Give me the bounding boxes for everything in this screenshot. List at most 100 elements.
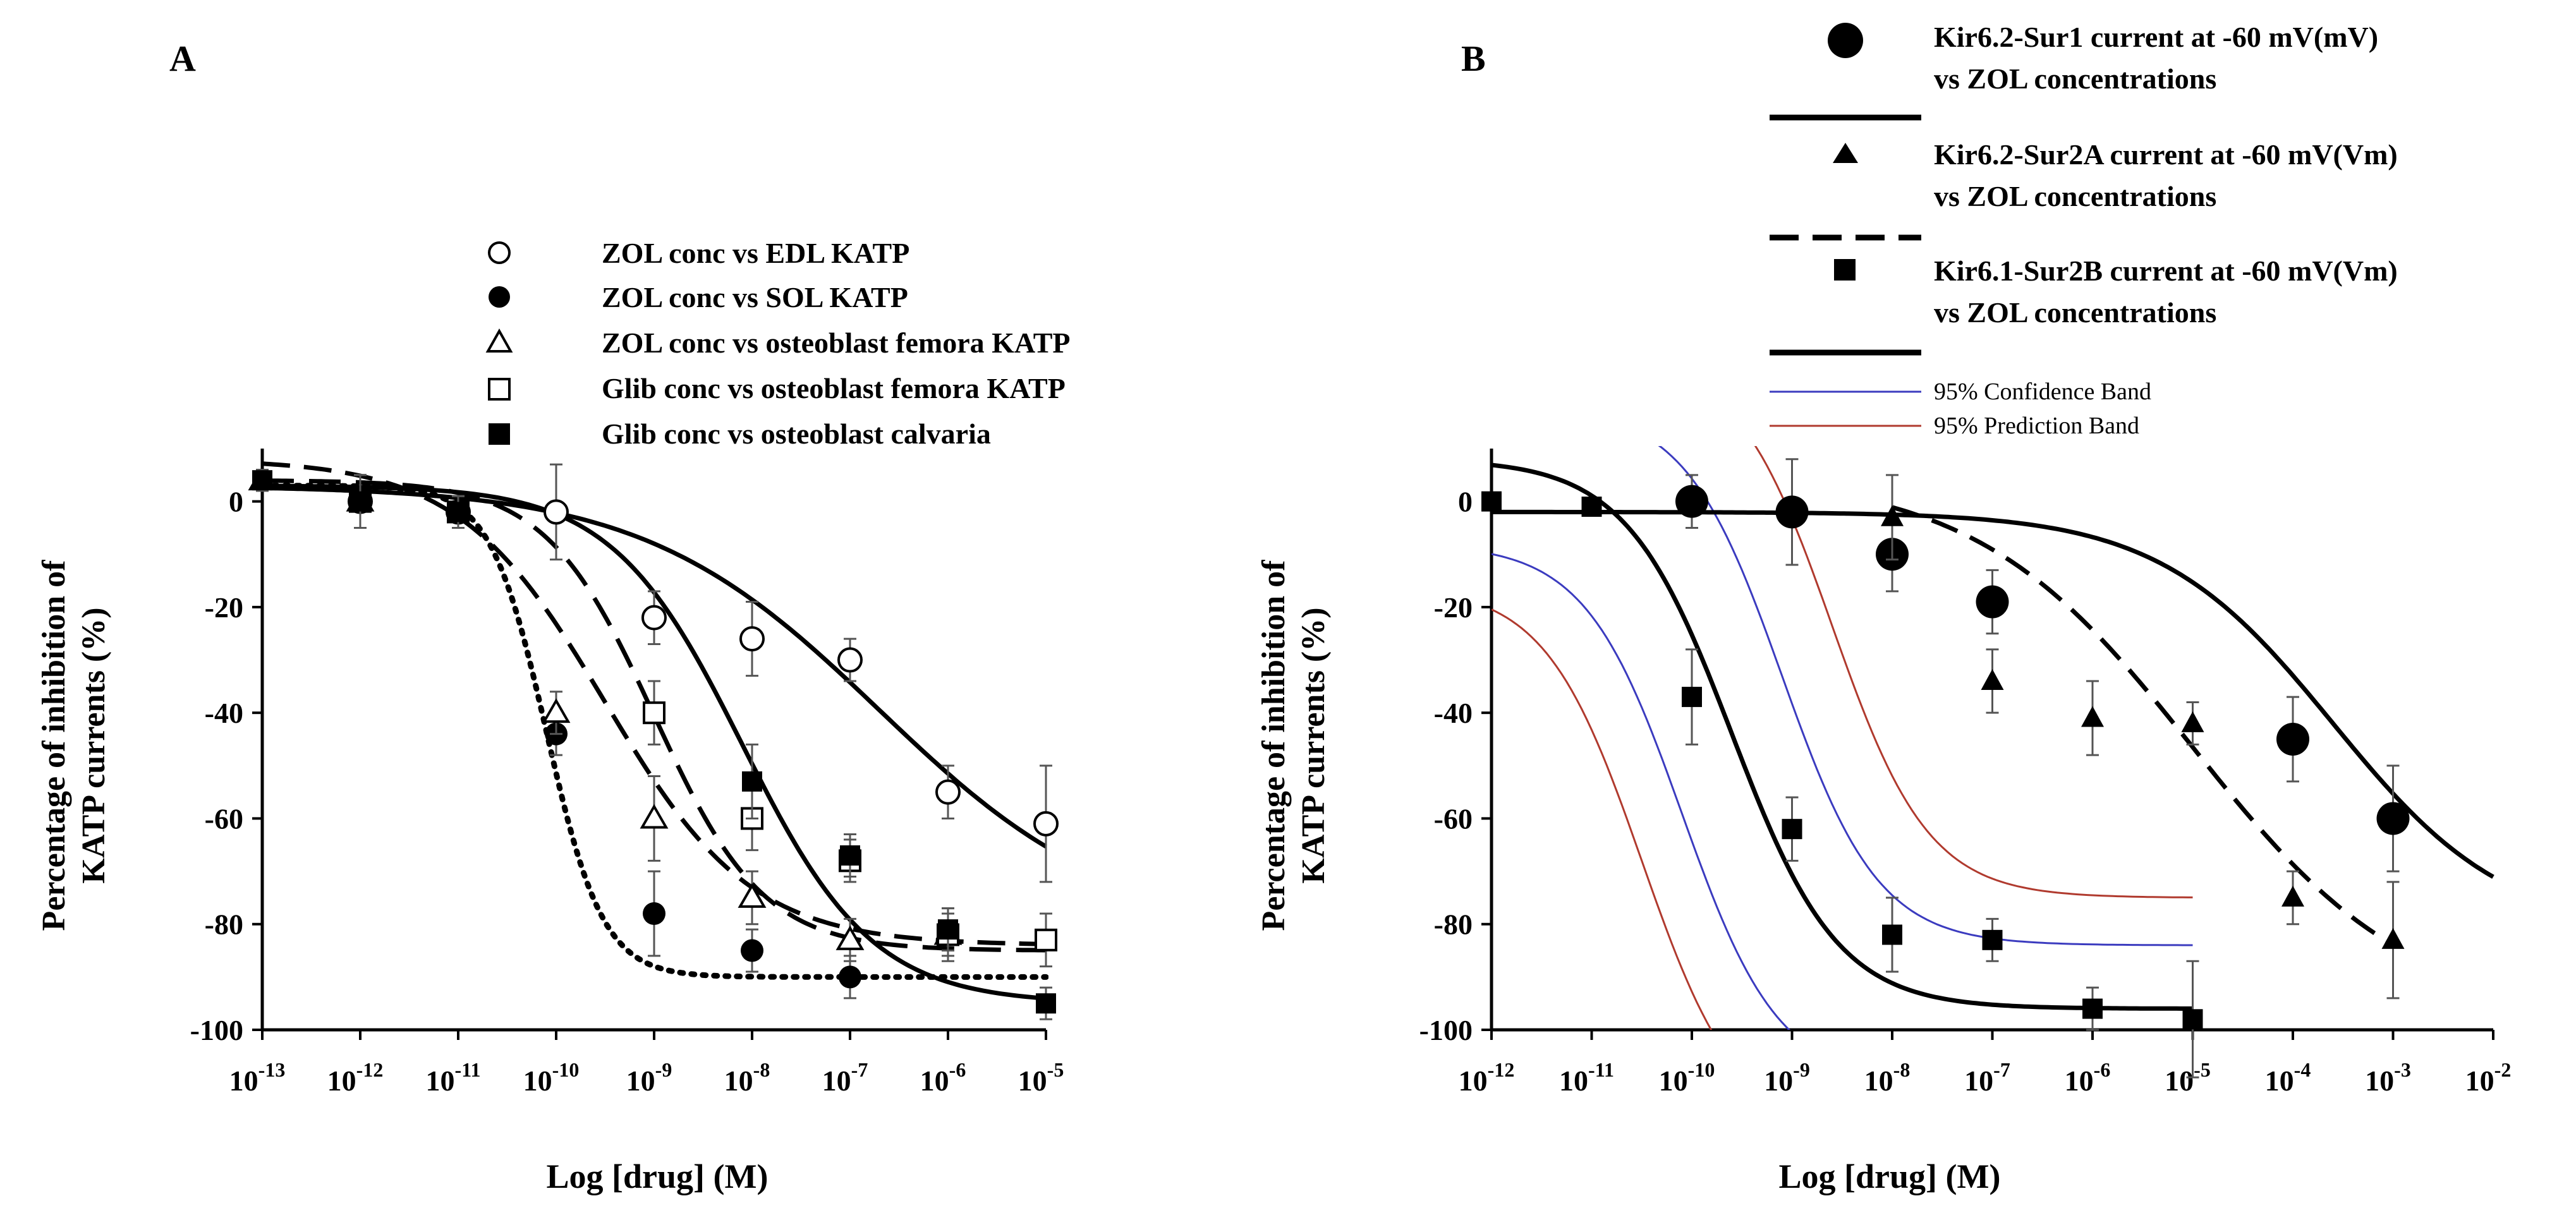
x-tick-label: 10-10 — [523, 1058, 580, 1097]
x-tick-label: 10-7 — [1964, 1058, 2010, 1097]
x-tick-label: 10-5 — [1018, 1058, 1064, 1097]
x-tick-label: 10-12 — [1459, 1058, 1515, 1097]
data-point-series-1 — [1976, 585, 2009, 619]
data-point-series-3 — [1682, 687, 1702, 708]
panel-b-chart: B Percentage of inhibition of KATP curre… — [1256, 21, 2511, 1195]
y-tick-label: -40 — [1434, 697, 1473, 729]
legend-b-item-1-line1: Kir6.2-Sur1 current at -60 mV(mV) — [1934, 21, 2378, 53]
data-point-series-5 — [938, 919, 958, 940]
confidence-band-lower — [1492, 553, 1791, 1030]
panel-b-legend: Kir6.2-Sur1 current at -60 mV(mV) vs ZOL… — [1770, 21, 2398, 439]
legend-a-item-1: ZOL conc vs EDL KATP — [602, 237, 909, 269]
data-point-series-4 — [1035, 928, 1057, 951]
x-tick-label: 10-10 — [1659, 1058, 1715, 1097]
legend-open-circle-marker — [488, 241, 511, 264]
legend-b-item-3-line2: vs ZOL concentrations — [1934, 296, 2216, 329]
legend-open-triangle-marker — [485, 328, 513, 353]
data-point-series-2 — [2081, 706, 2104, 727]
confidence-band-upper — [1658, 446, 2193, 946]
y-tick-label: -100 — [190, 1014, 243, 1046]
data-point-series-1 — [641, 605, 667, 631]
panel-b-plot-area: 0 -20 -40 -60 -80 -100 10-12 10-11 10-10 10-9 10-8… — [1419, 446, 2512, 1097]
data-point-series-1 — [1775, 495, 1809, 529]
data-point-series-2 — [741, 939, 763, 962]
data-point-series-3 — [2182, 1009, 2203, 1030]
panel-b-ylabel-line2: KATP currents (%) — [1296, 607, 1332, 883]
legend-a-item-2: ZOL conc vs SOL KATP — [602, 281, 908, 313]
data-point-series-5 — [840, 845, 860, 866]
data-point-series-3 — [1581, 497, 1602, 517]
x-tick-label: 10-8 — [724, 1058, 770, 1097]
data-point-series-3 — [1481, 491, 1502, 512]
data-point-series-2 — [839, 965, 861, 989]
data-point-series-1 — [544, 499, 569, 525]
y-tick-label: -40 — [205, 697, 243, 729]
panel-a-ylabel-line1: Percentage of inhibition of — [36, 560, 72, 931]
data-point-series-3 — [1782, 819, 1802, 840]
fit-curve-3 — [1492, 462, 2193, 1011]
panel-a-plot-area: 0 -20 -40 -60 -80 -100 10-13 10-12 10-11 10-10 10-… — [190, 449, 1064, 1097]
panel-a-xlabel: Log [drug] (M) — [547, 1157, 769, 1195]
data-point-series-1 — [837, 647, 863, 673]
x-tick-label: 10-2 — [2465, 1058, 2512, 1097]
y-tick-label: -100 — [1419, 1014, 1473, 1046]
legend-b-item-2-line2: vs ZOL concentrations — [1934, 180, 2216, 212]
y-tick-label: -20 — [1434, 591, 1473, 624]
x-tick-label: 10-12 — [327, 1058, 384, 1097]
data-point-series-2 — [1881, 505, 1904, 526]
data-point-series-3 — [542, 698, 571, 723]
y-tick-label: -60 — [1434, 802, 1473, 835]
legend-filled-square-marker — [489, 423, 510, 445]
x-tick-label: 10-11 — [426, 1058, 481, 1097]
prediction-band-upper — [1754, 446, 2193, 898]
y-tick-label: -80 — [205, 909, 243, 941]
fit-curve-2 — [1892, 505, 2395, 947]
legend-open-square-marker — [488, 378, 511, 401]
panel-a-ylabel-line2: KATP currents (%) — [76, 607, 112, 883]
fit-curve-1 — [1492, 509, 2494, 879]
panel-a-legend: ZOL conc vs EDL KATP ZOL conc vs SOL KAT… — [485, 237, 1070, 450]
data-point-series-3 — [1982, 929, 2003, 950]
data-point-series-1 — [2276, 723, 2309, 756]
data-point-series-1 — [739, 626, 765, 652]
legend-a-item-3: ZOL conc vs osteoblast femora KATP — [602, 327, 1070, 359]
data-point-series-5 — [252, 470, 272, 491]
data-point-series-1 — [2376, 802, 2410, 835]
data-point-series-2 — [2181, 711, 2204, 732]
x-tick-label: 10-8 — [1864, 1058, 1911, 1097]
x-tick-label: 10-7 — [822, 1058, 868, 1097]
data-point-series-1 — [1675, 485, 1708, 518]
x-tick-label: 10-9 — [626, 1058, 672, 1097]
x-tick-label: 10-13 — [229, 1058, 286, 1097]
x-tick-label: 10-5 — [2165, 1058, 2211, 1097]
x-tick-label: 10-6 — [920, 1058, 966, 1097]
x-tick-label: 10-6 — [2065, 1058, 2111, 1097]
y-tick-label: -60 — [205, 802, 243, 835]
data-point-series-1 — [1033, 811, 1059, 837]
x-tick-label: 10-4 — [2265, 1058, 2311, 1097]
data-point-series-4 — [643, 701, 665, 725]
legend-filled-circle-marker — [489, 286, 510, 308]
x-tick-label: 10-9 — [1764, 1058, 1810, 1097]
data-point-series-5 — [1036, 993, 1056, 1014]
data-point-series-2 — [1981, 669, 2004, 690]
y-tick-label: -80 — [1434, 909, 1473, 941]
legend-b-item-2-line1: Kir6.2-Sur2A current at -60 mV(Vm) — [1934, 138, 2398, 171]
data-point-series-3 — [1882, 924, 1902, 945]
data-point-series-2 — [643, 902, 665, 925]
data-point-series-3 — [835, 925, 865, 950]
panel-b-ylabel-line1: Percentage of inhibition of — [1256, 560, 1292, 931]
data-point-series-3 — [2082, 998, 2103, 1019]
data-point-series-2 — [2281, 885, 2304, 907]
panel-b-xlabel: Log [drug] (M) — [1779, 1157, 2001, 1195]
data-point-series-5 — [350, 491, 370, 512]
panel-a-chart: A Percentage of inhibition of KATP curre… — [36, 38, 1070, 1195]
fit-curve-1 — [262, 485, 1047, 849]
legend-b-item-3-line1: Kir6.1-Sur2B current at -60 mV(Vm) — [1934, 255, 2398, 287]
legend-b-filled-square-marker — [1834, 259, 1856, 281]
legend-a-item-4: Glib conc vs osteoblast femora KATP — [602, 372, 1066, 404]
x-tick-label: 10-3 — [2365, 1058, 2411, 1097]
data-point-series-3 — [738, 883, 767, 908]
x-tick-label: 10-11 — [1559, 1058, 1614, 1097]
